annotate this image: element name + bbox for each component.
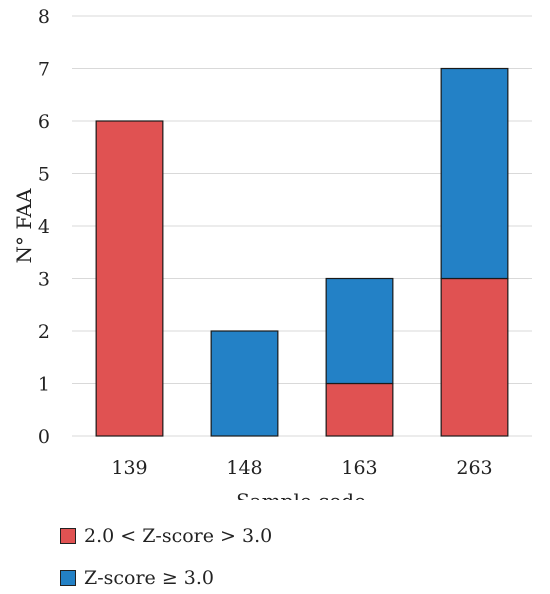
legend-swatch-red <box>60 528 76 544</box>
y-tick-label: 0 <box>38 426 50 448</box>
stacked-bar-chart: 0 1 2 3 4 5 6 7 8 139 148 163 263 Sample code N° FA… <box>12 6 532 500</box>
legend-item-series-1: 2.0 < Z-score > 3.0 <box>60 525 272 547</box>
x-tick-label: 263 <box>456 457 492 479</box>
y-tick-label: 2 <box>38 321 50 343</box>
bars <box>95 67 509 437</box>
x-tick-labels: 139 148 163 263 <box>111 457 492 479</box>
y-tick-label: 3 <box>38 269 50 291</box>
y-tick-label: 5 <box>38 164 50 186</box>
y-tick-labels: 0 1 2 3 4 5 6 7 8 <box>38 6 50 448</box>
legend-label: 2.0 < Z-score > 3.0 <box>84 525 273 547</box>
bar-163-series-2 <box>325 277 394 385</box>
y-tick-label: 8 <box>38 6 50 28</box>
x-axis-title: Sample code <box>236 489 366 500</box>
bar-163-series-1 <box>325 382 394 437</box>
bar-263-series-2 <box>440 67 509 280</box>
y-tick-label: 6 <box>38 111 50 133</box>
y-axis-title: N° FAA <box>12 188 36 263</box>
legend-item-series-2: Z-score ≥ 3.0 <box>60 567 214 589</box>
x-tick-label: 139 <box>111 457 147 479</box>
legend-label: Z-score ≥ 3.0 <box>84 567 214 589</box>
y-tick-label: 1 <box>38 374 50 396</box>
bar-139-series-1 <box>95 120 164 437</box>
bar-263-series-1 <box>440 277 509 437</box>
x-tick-label: 148 <box>226 457 262 479</box>
bar-148-series-2 <box>210 330 279 437</box>
y-tick-label: 4 <box>38 216 50 238</box>
x-tick-label: 163 <box>341 457 377 479</box>
legend-swatch-blue <box>60 570 76 586</box>
y-tick-label: 7 <box>38 59 50 81</box>
